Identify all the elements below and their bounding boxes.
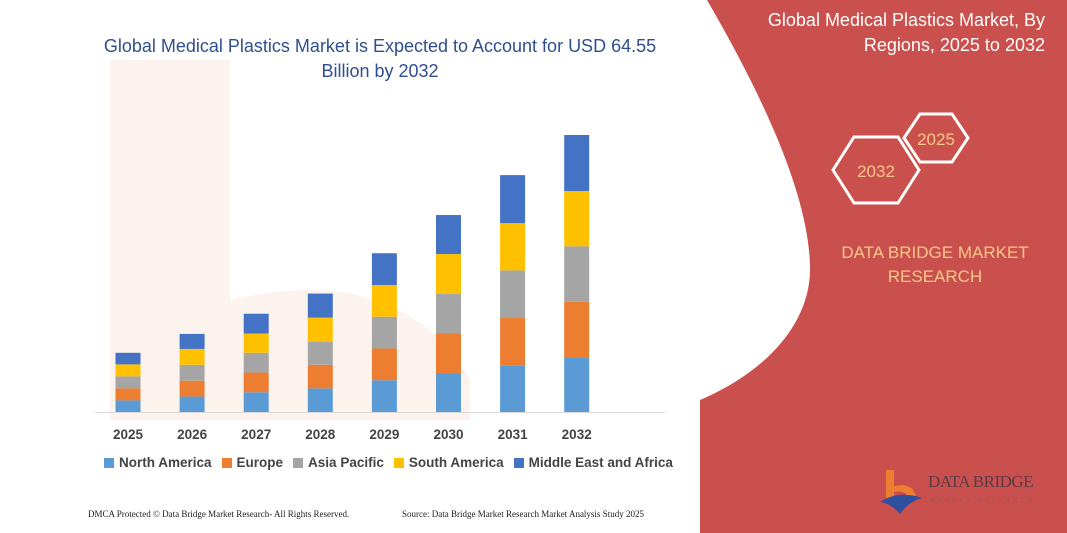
bar-segment-2032-2 <box>564 246 590 302</box>
x-tick-label: 2028 <box>305 427 336 442</box>
bar-segment-2030-3 <box>436 254 461 294</box>
x-tick-label: 2026 <box>177 427 208 442</box>
bar-segment-2026-4 <box>179 333 205 349</box>
bar-segment-2029-4 <box>371 253 397 285</box>
data-bridge-logo-icon <box>880 470 922 514</box>
bar-segment-2025-2 <box>115 376 141 389</box>
legend-item: Europe <box>221 455 284 470</box>
legend-label: Europe <box>236 455 284 470</box>
bar-segment-2025-4 <box>115 352 141 365</box>
x-tick-label: 2030 <box>433 427 463 442</box>
legend-label: South America <box>408 455 504 470</box>
bar-segment-2030-2 <box>436 293 461 334</box>
bar-segment-2032-1 <box>564 301 590 358</box>
logo-subtext: MARKET RESEARCH <box>930 498 1035 504</box>
watermark-logo <box>110 60 470 420</box>
x-tick-label: 2031 <box>498 427 529 442</box>
bar-segment-2026-3 <box>179 348 205 365</box>
bar-segment-2032-0 <box>564 357 590 412</box>
legend-item: Asia Pacific <box>293 455 384 470</box>
bar-segment-2026-2 <box>179 364 205 381</box>
hex-start-label: 2025 <box>917 130 955 149</box>
bar-segment-2026-0 <box>179 396 205 412</box>
x-tick-label: 2027 <box>241 427 271 442</box>
hex-end-label: 2032 <box>857 162 895 181</box>
logo-text: DATA BRIDGE <box>928 472 1034 491</box>
legend-swatch <box>513 457 524 468</box>
bar-segment-2026-1 <box>179 380 205 397</box>
legend-label: Asia Pacific <box>308 455 384 470</box>
bar-segment-2028-4 <box>307 293 333 318</box>
bar-segment-2027-3 <box>243 333 269 353</box>
legend-swatch <box>221 457 232 468</box>
legend-swatch <box>393 457 404 468</box>
footer-copyright: DMCA Protected © Data Bridge Market Rese… <box>88 509 350 519</box>
bar-segment-2029-3 <box>371 284 397 317</box>
bar-segment-2025-1 <box>115 388 141 401</box>
stacked-bar-chart: 2025 2026 2027 2028 2029 2030 2031 2032 <box>95 135 665 442</box>
side-panel-title: Global Medical Plastics Market, By Regio… <box>767 10 1045 55</box>
x-tick-label: 2032 <box>562 427 592 442</box>
bar-segment-2028-3 <box>307 317 333 342</box>
bar-segment-2025-3 <box>115 364 141 377</box>
legend-label: North America <box>119 455 212 470</box>
bar-segment-2031-1 <box>500 318 526 366</box>
bar-segment-2030-1 <box>436 333 461 373</box>
bar-segment-2029-2 <box>371 316 397 349</box>
bar-segment-2028-2 <box>307 341 333 365</box>
bar-segment-2027-1 <box>243 372 269 393</box>
legend: North America Europe Asia Pacific South Ame… <box>104 455 673 470</box>
bar-segment-2027-4 <box>243 313 269 334</box>
x-tick-label: 2029 <box>369 427 399 442</box>
x-tick-label: 2025 <box>113 427 144 442</box>
bar-segment-2029-0 <box>371 380 397 412</box>
footer-source: Source: Data Bridge Market Research Mark… <box>402 509 644 519</box>
hexagon-start <box>902 112 970 164</box>
chart-title: Global Medical Plastics Market is Expect… <box>103 36 657 81</box>
bar-segment-2027-2 <box>243 352 269 373</box>
side-panel-shape <box>700 0 1067 533</box>
legend-swatch <box>104 457 114 468</box>
legend-item: North America <box>104 455 212 470</box>
bar-segment-2031-4 <box>500 175 526 224</box>
brand-name: DATA BRIDGE MARKET RESEARCH <box>841 243 1029 286</box>
bar-segment-2030-0 <box>436 372 461 412</box>
bar-segment-2032-3 <box>564 191 590 247</box>
bar-segment-2031-0 <box>500 365 526 412</box>
bar-segment-2027-0 <box>243 392 269 412</box>
legend-swatch <box>293 457 304 468</box>
legend-item: South America <box>393 455 504 470</box>
bar-segment-2031-2 <box>500 270 526 319</box>
bar-segment-2030-4 <box>436 215 461 255</box>
bar-segment-2028-0 <box>307 388 333 412</box>
legend-label: Middle East and Africa <box>528 455 673 470</box>
bar-segment-2028-1 <box>307 364 333 389</box>
legend-item: Middle East and Africa <box>513 455 673 470</box>
bar-segment-2031-3 <box>500 223 526 271</box>
bar-segment-2029-1 <box>371 348 397 381</box>
bar-segment-2032-4 <box>564 135 590 192</box>
bar-segment-2025-0 <box>115 400 141 412</box>
hexagon-end <box>831 135 921 205</box>
